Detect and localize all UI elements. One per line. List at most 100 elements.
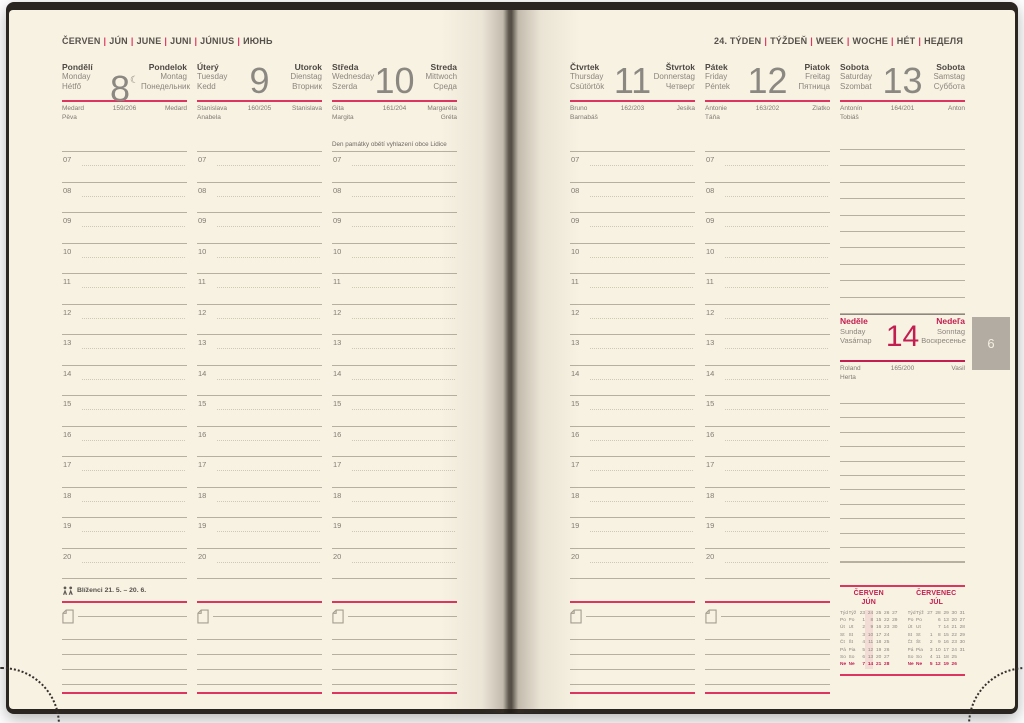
day-column-friday: Pátek Friday Péntek 12 Piatok Freitag Пятница A…: [705, 62, 830, 694]
calendar-cell: 23: [951, 640, 957, 646]
hour-dotted-line: [82, 378, 185, 380]
note-line: [705, 655, 830, 670]
day-header-friday: Pátek Friday Péntek 12 Piatok Freitag Пятница: [705, 62, 830, 100]
note-line: [705, 640, 830, 655]
hour-slot: 16: [62, 425, 187, 457]
ruled-line: [840, 446, 965, 448]
day-number: 10: [374, 60, 415, 101]
hour-label: 12: [706, 307, 715, 317]
hour-label: 20: [333, 551, 342, 561]
day-header-rule: [840, 100, 965, 102]
hour-label: 08: [333, 185, 342, 195]
gemini-icon: [62, 585, 74, 595]
calendar-cell: [889, 639, 897, 646]
header-word: ИЮНЬ: [243, 36, 273, 46]
calendar-cell: Pia: [916, 647, 923, 653]
day-header-tuesday: Úterý Tuesday Kedd 9 Utorok Dienstag Вторник: [197, 62, 322, 100]
hour-slot: 13: [570, 334, 695, 365]
hour-label: 18: [198, 490, 207, 500]
hour-dotted-line: [352, 195, 455, 197]
hour-label: 14: [571, 368, 580, 378]
calendar-cell: Týd: [907, 610, 916, 616]
day-label-stack: Nedeľa Sonntag Воскресенье: [921, 316, 966, 360]
day-header-rule: [197, 100, 322, 102]
calendar-cell: Po: [848, 617, 855, 623]
calendar-cell: 16: [875, 625, 882, 631]
calendar-cell: 6: [938, 617, 941, 623]
hour-dotted-line: [82, 226, 185, 227]
calendar-cell: So: [840, 654, 846, 660]
day-label: Sobota: [840, 62, 869, 72]
hour-dotted-line: [725, 500, 828, 502]
hour-label: 18: [333, 490, 342, 500]
calendar-cell: 10: [935, 647, 941, 653]
ruled-line: [840, 561, 965, 562]
calendar-grid: Týd Týž 27 28 29 30 31 Po Po 6 13 20 27 Út Ut 7 14 21 28 St…: [908, 610, 966, 669]
hour-dotted-line: [217, 500, 320, 502]
hour-dotted-line: [82, 409, 185, 410]
note-line: [78, 615, 187, 617]
calendar-row: St St 3 10 17 24: [840, 631, 898, 640]
calendar-cell: 23: [859, 610, 866, 616]
hour-dotted-line: [82, 531, 185, 532]
notes-area: [62, 603, 187, 694]
hour-label: 17: [198, 460, 207, 469]
hour-slot: 10: [570, 242, 695, 274]
hour-label: 16: [63, 429, 72, 439]
day-label: Воскресенье: [921, 336, 966, 346]
hour-slot: 10: [62, 242, 187, 274]
note-line: [332, 640, 457, 655]
hour-slot: 20: [62, 547, 187, 579]
hour-label: 12: [63, 307, 72, 317]
day-column-tuesday: Úterý Tuesday Kedd 9 Utorok Dienstag Вторник St…: [197, 62, 322, 694]
note-line: [197, 625, 322, 640]
nameday: Jesika: [676, 105, 695, 112]
day-label: Pondělí: [62, 62, 93, 72]
calendar-cell: 29: [943, 610, 949, 616]
nameday-row: Antonie Táňa 163/202 Zlatko: [705, 102, 830, 131]
hour-label: 07: [706, 155, 715, 164]
hour-slot: 15: [570, 395, 695, 426]
calendar-cell: Ut: [916, 625, 921, 631]
day-of-year: 162/203: [620, 105, 645, 112]
holiday-note: [705, 131, 830, 151]
header-word: JÚNIUS: [200, 36, 235, 46]
day-label: Szerda: [332, 82, 358, 91]
hour-dotted-line: [217, 439, 320, 441]
hour-slot: 08: [197, 181, 322, 213]
nameday: Stanislava: [292, 105, 322, 112]
calendar-cell: Št: [848, 640, 854, 646]
note-line: [62, 640, 187, 655]
hour-slot: 14: [570, 364, 695, 396]
day-number: 12: [747, 60, 788, 101]
calendar-row: Pá Pia 3 10 17 24 31: [908, 647, 966, 654]
hour-slot: 18: [62, 486, 187, 518]
calendar-cell: 27: [892, 610, 898, 616]
hour-dotted-line: [352, 348, 455, 349]
calendar-row: Ne Ne 7 14 21 28: [840, 661, 898, 669]
hour-dotted-line: [352, 439, 455, 441]
hour-slot: 20: [197, 547, 322, 579]
calendar-cell: Po: [840, 617, 846, 623]
nameday: Anton: [948, 105, 965, 112]
hour-label: 14: [706, 368, 715, 378]
calendar-cell: 14: [865, 661, 874, 669]
note-line: [570, 655, 695, 670]
hour-dotted-line: [725, 531, 828, 532]
calendar-cell: Pá: [840, 647, 846, 653]
namedays-right: Anton: [922, 105, 965, 131]
notes-top-rule: [62, 601, 187, 603]
hour-label: 16: [706, 429, 715, 439]
hour-slot: 11: [62, 273, 187, 304]
hour-dotted-line: [352, 531, 455, 532]
calendar-cell: 27: [959, 617, 965, 623]
nameday: Roland: [840, 365, 861, 372]
hour-dotted-line: [352, 378, 455, 380]
namedays-left: Medard Pěva: [62, 105, 105, 131]
hour-slot: 18: [705, 486, 830, 518]
hour-dotted-line: [217, 561, 320, 563]
hour-label: 19: [333, 521, 342, 530]
calendar-cell: [957, 661, 965, 668]
hour-slot: 18: [197, 486, 322, 518]
